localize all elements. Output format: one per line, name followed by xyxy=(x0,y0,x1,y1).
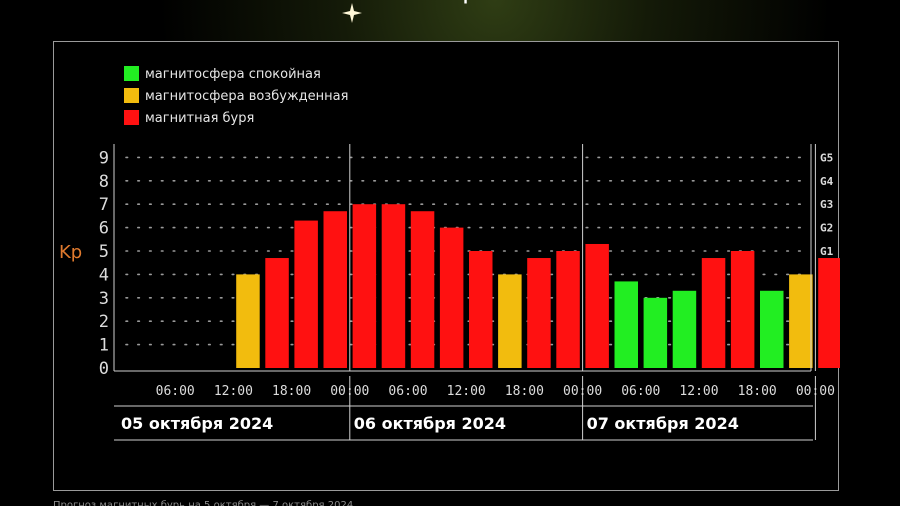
x-tick-label: 12:00 xyxy=(447,384,486,399)
y-axis-label: Kp xyxy=(59,242,82,263)
y-tick-label: 3 xyxy=(99,289,109,309)
x-tick-label: 18:00 xyxy=(505,384,544,399)
storm-level-labels: G1 G2 G3 G4 G5 xyxy=(820,151,834,258)
legend-label-storm: магнитная буря xyxy=(145,111,254,126)
page-title-fragment: р xyxy=(462,0,479,5)
storm-level-label: G4 xyxy=(820,175,834,188)
x-tick-label: 00:00 xyxy=(563,384,602,399)
kp-bar xyxy=(323,211,347,368)
kp-bar xyxy=(498,274,522,368)
storm-level-label: G5 xyxy=(820,151,833,164)
footer-note: Прогноз магнитных бурь на 5 октября — 7 … xyxy=(53,500,354,506)
kp-bar xyxy=(236,274,260,368)
kp-chart: магнитосфера спокойная магнитосфера возб… xyxy=(59,66,840,441)
y-tick-label: 2 xyxy=(99,312,109,332)
storm-level-label: G1 xyxy=(820,245,834,258)
bars xyxy=(236,204,840,368)
kp-bar xyxy=(818,258,840,368)
legend-swatch-storm xyxy=(124,110,139,125)
legend-swatch-excited xyxy=(124,88,139,103)
date-label: 06 октября 2024 xyxy=(354,414,506,433)
kp-bar xyxy=(381,204,406,368)
kp-bar xyxy=(701,258,726,368)
y-tick-label: 9 xyxy=(99,148,109,168)
storm-level-label: G2 xyxy=(820,222,833,235)
x-tick-label: 12:00 xyxy=(214,384,253,399)
legend-label-calm: магнитосфера спокойная xyxy=(145,67,321,82)
kp-bar xyxy=(265,258,289,368)
legend: магнитосфера спокойная магнитосфера возб… xyxy=(124,66,348,126)
x-tick-label: 06:00 xyxy=(621,384,660,399)
x-tick-label: 18:00 xyxy=(738,384,777,399)
axes xyxy=(113,144,816,441)
kp-bar xyxy=(556,251,580,368)
kp-bar xyxy=(294,220,318,368)
y-tick-label: 1 xyxy=(99,336,109,356)
kp-bar xyxy=(730,251,755,368)
date-label: 05 октября 2024 xyxy=(121,414,273,433)
grid-dots xyxy=(125,156,810,346)
date-labels: 05 октября 2024 06 октября 2024 07 октября… xyxy=(121,414,739,433)
kp-bar xyxy=(585,243,609,368)
x-tick-label: 00:00 xyxy=(796,384,835,399)
legend-label-excited: магнитосфера возбужденная xyxy=(145,89,348,104)
kp-bar xyxy=(527,258,551,368)
y-tick-label: 8 xyxy=(99,172,109,192)
y-tick-labels: 0 1 2 3 4 5 6 7 8 9 xyxy=(99,148,109,379)
kp-bar xyxy=(469,251,493,368)
y-tick-label: 7 xyxy=(99,195,109,215)
x-tick-label: 06:00 xyxy=(156,384,195,399)
storm-level-label: G3 xyxy=(820,198,833,211)
y-tick-label: 0 xyxy=(99,359,109,379)
x-tick-label: 00:00 xyxy=(330,384,369,399)
kp-bar xyxy=(643,297,668,368)
kp-bar xyxy=(789,274,813,368)
kp-bar xyxy=(352,204,377,368)
y-tick-label: 5 xyxy=(99,242,109,262)
y-tick-label: 4 xyxy=(99,265,109,285)
kp-bar xyxy=(439,227,464,368)
x-tick-label: 12:00 xyxy=(679,384,718,399)
x-tick-label: 06:00 xyxy=(388,384,427,399)
kp-bar xyxy=(672,290,697,368)
kp-bar xyxy=(410,211,435,368)
x-tick-label: 18:00 xyxy=(272,384,311,399)
star-icon xyxy=(342,3,362,23)
kp-chart-panel: магнитосфера спокойная магнитосфера возб… xyxy=(53,41,840,491)
kp-bar xyxy=(760,290,784,368)
kp-bar xyxy=(614,281,638,368)
date-label: 07 октября 2024 xyxy=(587,414,739,433)
y-tick-label: 6 xyxy=(99,219,109,239)
x-tick-labels: 06:00 12:00 18:00 00:00 06:00 12:00 18:00 00:00… xyxy=(156,384,835,399)
legend-swatch-calm xyxy=(124,66,139,81)
